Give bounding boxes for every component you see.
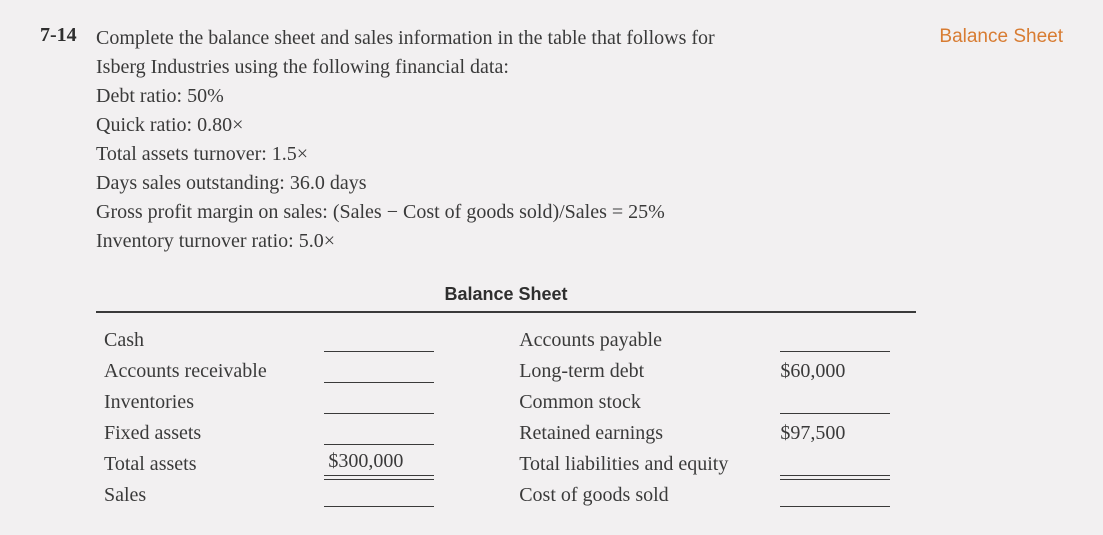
left-value — [316, 325, 460, 356]
bs-grid: Cash Accounts payable Accounts receivable L… — [96, 325, 916, 511]
blank-field — [780, 329, 890, 352]
blank-field — [324, 329, 434, 352]
column-gap — [460, 480, 511, 511]
left-label: Cash — [96, 325, 316, 356]
right-value: $97,500 — [772, 418, 916, 449]
left-label: Accounts receivable — [96, 356, 316, 387]
given-0: Debt ratio: 50% — [96, 82, 915, 111]
prompt-line-1: Complete the balance sheet and sales inf… — [96, 27, 715, 49]
given-2: Total assets turnover: 1.5× — [96, 140, 915, 169]
table-row: Cash Accounts payable — [96, 325, 916, 356]
column-gap — [460, 418, 511, 449]
table-row: Fixed assets Retained earnings $97,500 — [96, 418, 916, 449]
left-value — [316, 387, 460, 418]
value-text: $97,500 — [780, 422, 890, 445]
left-value — [316, 480, 460, 511]
blank-field — [324, 360, 434, 383]
problem-main: 7-14 Complete the balance sheet and sale… — [40, 24, 915, 256]
right-value: $60,000 — [772, 356, 916, 387]
right-label: Cost of goods sold — [511, 480, 772, 511]
left-value — [316, 356, 460, 387]
given-4: Gross profit margin on sales: (Sales − C… — [96, 198, 915, 227]
table-row: Total assets $300,000 Total liabilities an… — [96, 449, 916, 480]
right-value — [772, 449, 916, 480]
right-label: Accounts payable — [511, 325, 772, 356]
blank-field — [780, 391, 890, 414]
column-gap — [460, 449, 511, 480]
value-text: $300,000 — [324, 450, 434, 473]
left-label: Inventories — [96, 387, 316, 418]
right-label: Long-term debt — [511, 356, 772, 387]
right-value — [772, 325, 916, 356]
column-gap — [460, 356, 511, 387]
blank-field — [324, 484, 434, 507]
table-row: Inventories Common stock — [96, 387, 916, 418]
left-label: Total assets — [96, 449, 316, 480]
table-row: Sales Cost of goods sold — [96, 480, 916, 511]
right-label: Common stock — [511, 387, 772, 418]
left-label: Sales — [96, 480, 316, 511]
left-value — [316, 418, 460, 449]
right-value — [772, 387, 916, 418]
problem-header: 7-14 Complete the balance sheet and sale… — [40, 24, 1063, 256]
prompt-line-2: Isberg Industries using the following fi… — [96, 56, 509, 78]
side-label: Balance Sheet — [939, 24, 1063, 48]
right-label: Retained earnings — [511, 418, 772, 449]
left-label: Fixed assets — [96, 418, 316, 449]
problem-body: Complete the balance sheet and sales inf… — [96, 24, 915, 256]
value-text: $60,000 — [780, 360, 890, 383]
column-gap — [460, 387, 511, 418]
double-rule-field: $300,000 — [324, 454, 434, 476]
given-1: Quick ratio: 0.80× — [96, 111, 915, 140]
table-row: Accounts receivable Long-term debt $60,000 — [96, 356, 916, 387]
left-value: $300,000 — [316, 449, 460, 480]
balance-sheet-table: Balance Sheet CashAccounts payableAccoun… — [96, 284, 916, 511]
given-5: Inventory turnover ratio: 5.0× — [96, 227, 915, 256]
blank-field — [324, 391, 434, 414]
double-rule-field — [780, 454, 890, 476]
problem-number: 7-14 — [40, 24, 96, 47]
blank-field — [324, 422, 434, 445]
given-3: Days sales outstanding: 36.0 days — [96, 169, 915, 198]
right-value — [772, 480, 916, 511]
blank-field — [780, 484, 890, 507]
column-gap — [460, 325, 511, 356]
right-label: Total liabilities and equity — [511, 449, 772, 480]
table-title: Balance Sheet — [96, 284, 916, 313]
